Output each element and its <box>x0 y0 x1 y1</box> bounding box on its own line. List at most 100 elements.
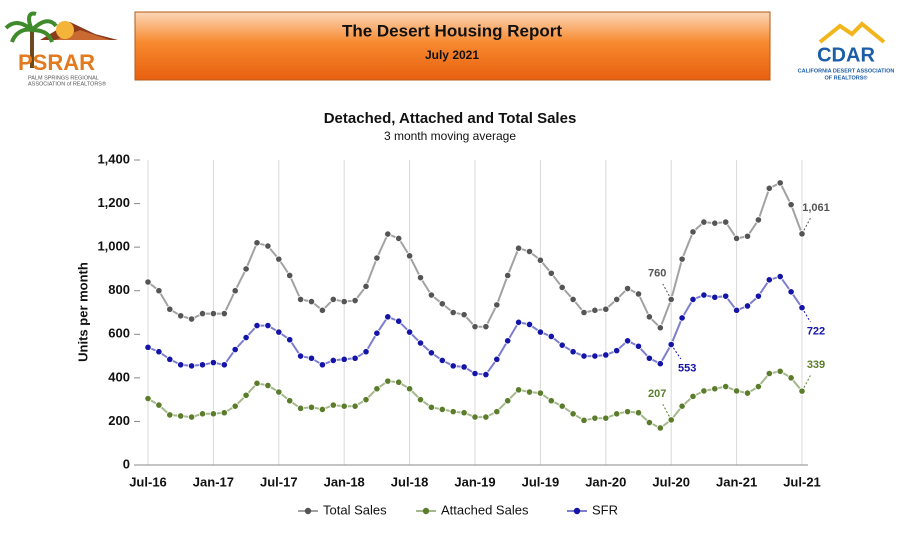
data-point <box>384 377 392 385</box>
x-tick-label: Jul-16 <box>129 474 167 489</box>
data-point <box>504 337 512 345</box>
data-point <box>307 298 316 306</box>
data-point <box>416 339 425 347</box>
data-point <box>395 234 403 243</box>
data-point <box>231 287 239 295</box>
logo-name: CDAR <box>817 44 875 66</box>
data-point <box>220 409 228 417</box>
data-point <box>580 352 588 360</box>
data-point <box>231 345 239 354</box>
data-point <box>340 402 348 410</box>
data-point <box>547 332 555 341</box>
data-point <box>536 256 545 264</box>
data-point <box>678 402 686 410</box>
data-point <box>569 410 577 418</box>
data-point <box>732 306 741 314</box>
data-point <box>296 404 305 412</box>
data-point <box>711 293 719 301</box>
data-point <box>209 309 217 318</box>
data-point <box>602 305 610 313</box>
data-point <box>656 360 664 368</box>
data-point <box>373 385 381 393</box>
data-point <box>188 362 196 370</box>
data-point <box>242 265 250 273</box>
data-point <box>362 396 370 404</box>
data-point <box>438 405 446 414</box>
data-label: 722 <box>807 326 825 338</box>
data-point <box>460 311 468 319</box>
data-point <box>700 291 708 299</box>
data-point <box>427 403 435 411</box>
data-point <box>689 295 697 304</box>
data-point <box>536 389 545 397</box>
data-point <box>634 342 643 350</box>
data-point <box>198 410 207 418</box>
data-point <box>329 356 337 365</box>
y-tick-label: 1,400 <box>97 151 130 166</box>
data-point <box>700 218 708 226</box>
data-point <box>307 403 316 411</box>
data-point <box>743 232 752 240</box>
label-leader <box>662 404 672 421</box>
data-point <box>362 282 370 290</box>
data-point <box>471 369 479 378</box>
y-tick-label: 0 <box>123 456 130 471</box>
data-point <box>558 283 566 292</box>
data-point <box>547 397 555 405</box>
data-point <box>318 361 326 369</box>
data-point <box>209 410 217 418</box>
header-subtitle: July 2021 <box>425 48 479 62</box>
data-point <box>351 354 359 362</box>
data-point <box>242 333 250 342</box>
data-point <box>144 343 152 351</box>
y-tick-label: 800 <box>108 282 130 297</box>
data-point <box>264 381 272 390</box>
data-point <box>482 323 490 331</box>
x-tick-label: Jan-19 <box>454 474 495 489</box>
data-point <box>514 244 523 252</box>
data-point <box>166 355 174 363</box>
data-point <box>177 361 185 369</box>
data-point <box>144 278 152 286</box>
legend-label: Total Sales <box>323 502 387 517</box>
label-leader <box>662 283 672 300</box>
data-point <box>504 397 512 405</box>
data-point <box>678 255 686 263</box>
data-point <box>602 351 610 359</box>
data-point <box>329 295 337 304</box>
logo-tagline: OF REALTORS® <box>825 74 868 81</box>
data-point <box>286 336 294 344</box>
legend-marker <box>573 507 581 515</box>
data-point <box>754 292 763 300</box>
data-point <box>405 252 414 260</box>
data-point <box>373 329 381 337</box>
data-point <box>307 354 316 362</box>
data-point <box>275 328 283 336</box>
data-point <box>732 387 741 395</box>
data-point <box>373 254 381 262</box>
data-point <box>602 414 610 422</box>
data-point <box>634 290 643 298</box>
data-point <box>438 300 446 308</box>
data-point <box>645 313 654 321</box>
data-point <box>318 405 326 414</box>
legend-marker <box>304 507 312 515</box>
data-point <box>536 328 545 336</box>
data-point <box>569 348 577 356</box>
data-point <box>275 388 283 396</box>
data-point <box>166 305 174 313</box>
data-point <box>591 414 599 422</box>
legend-marker <box>422 507 430 515</box>
psrar-logo: PSRAR PALM SPRINGS REGIONAL ASSOCIATION … <box>4 11 118 87</box>
logo-tagline: PALM SPRINGS REGIONAL <box>28 75 99 81</box>
data-point <box>220 309 228 318</box>
data-point <box>155 348 163 356</box>
data-label: 760 <box>648 267 666 279</box>
data-point <box>558 402 566 410</box>
data-point <box>460 409 468 417</box>
data-point <box>525 388 534 396</box>
data-point <box>286 397 294 405</box>
data-point <box>296 352 305 360</box>
data-point <box>329 401 337 409</box>
